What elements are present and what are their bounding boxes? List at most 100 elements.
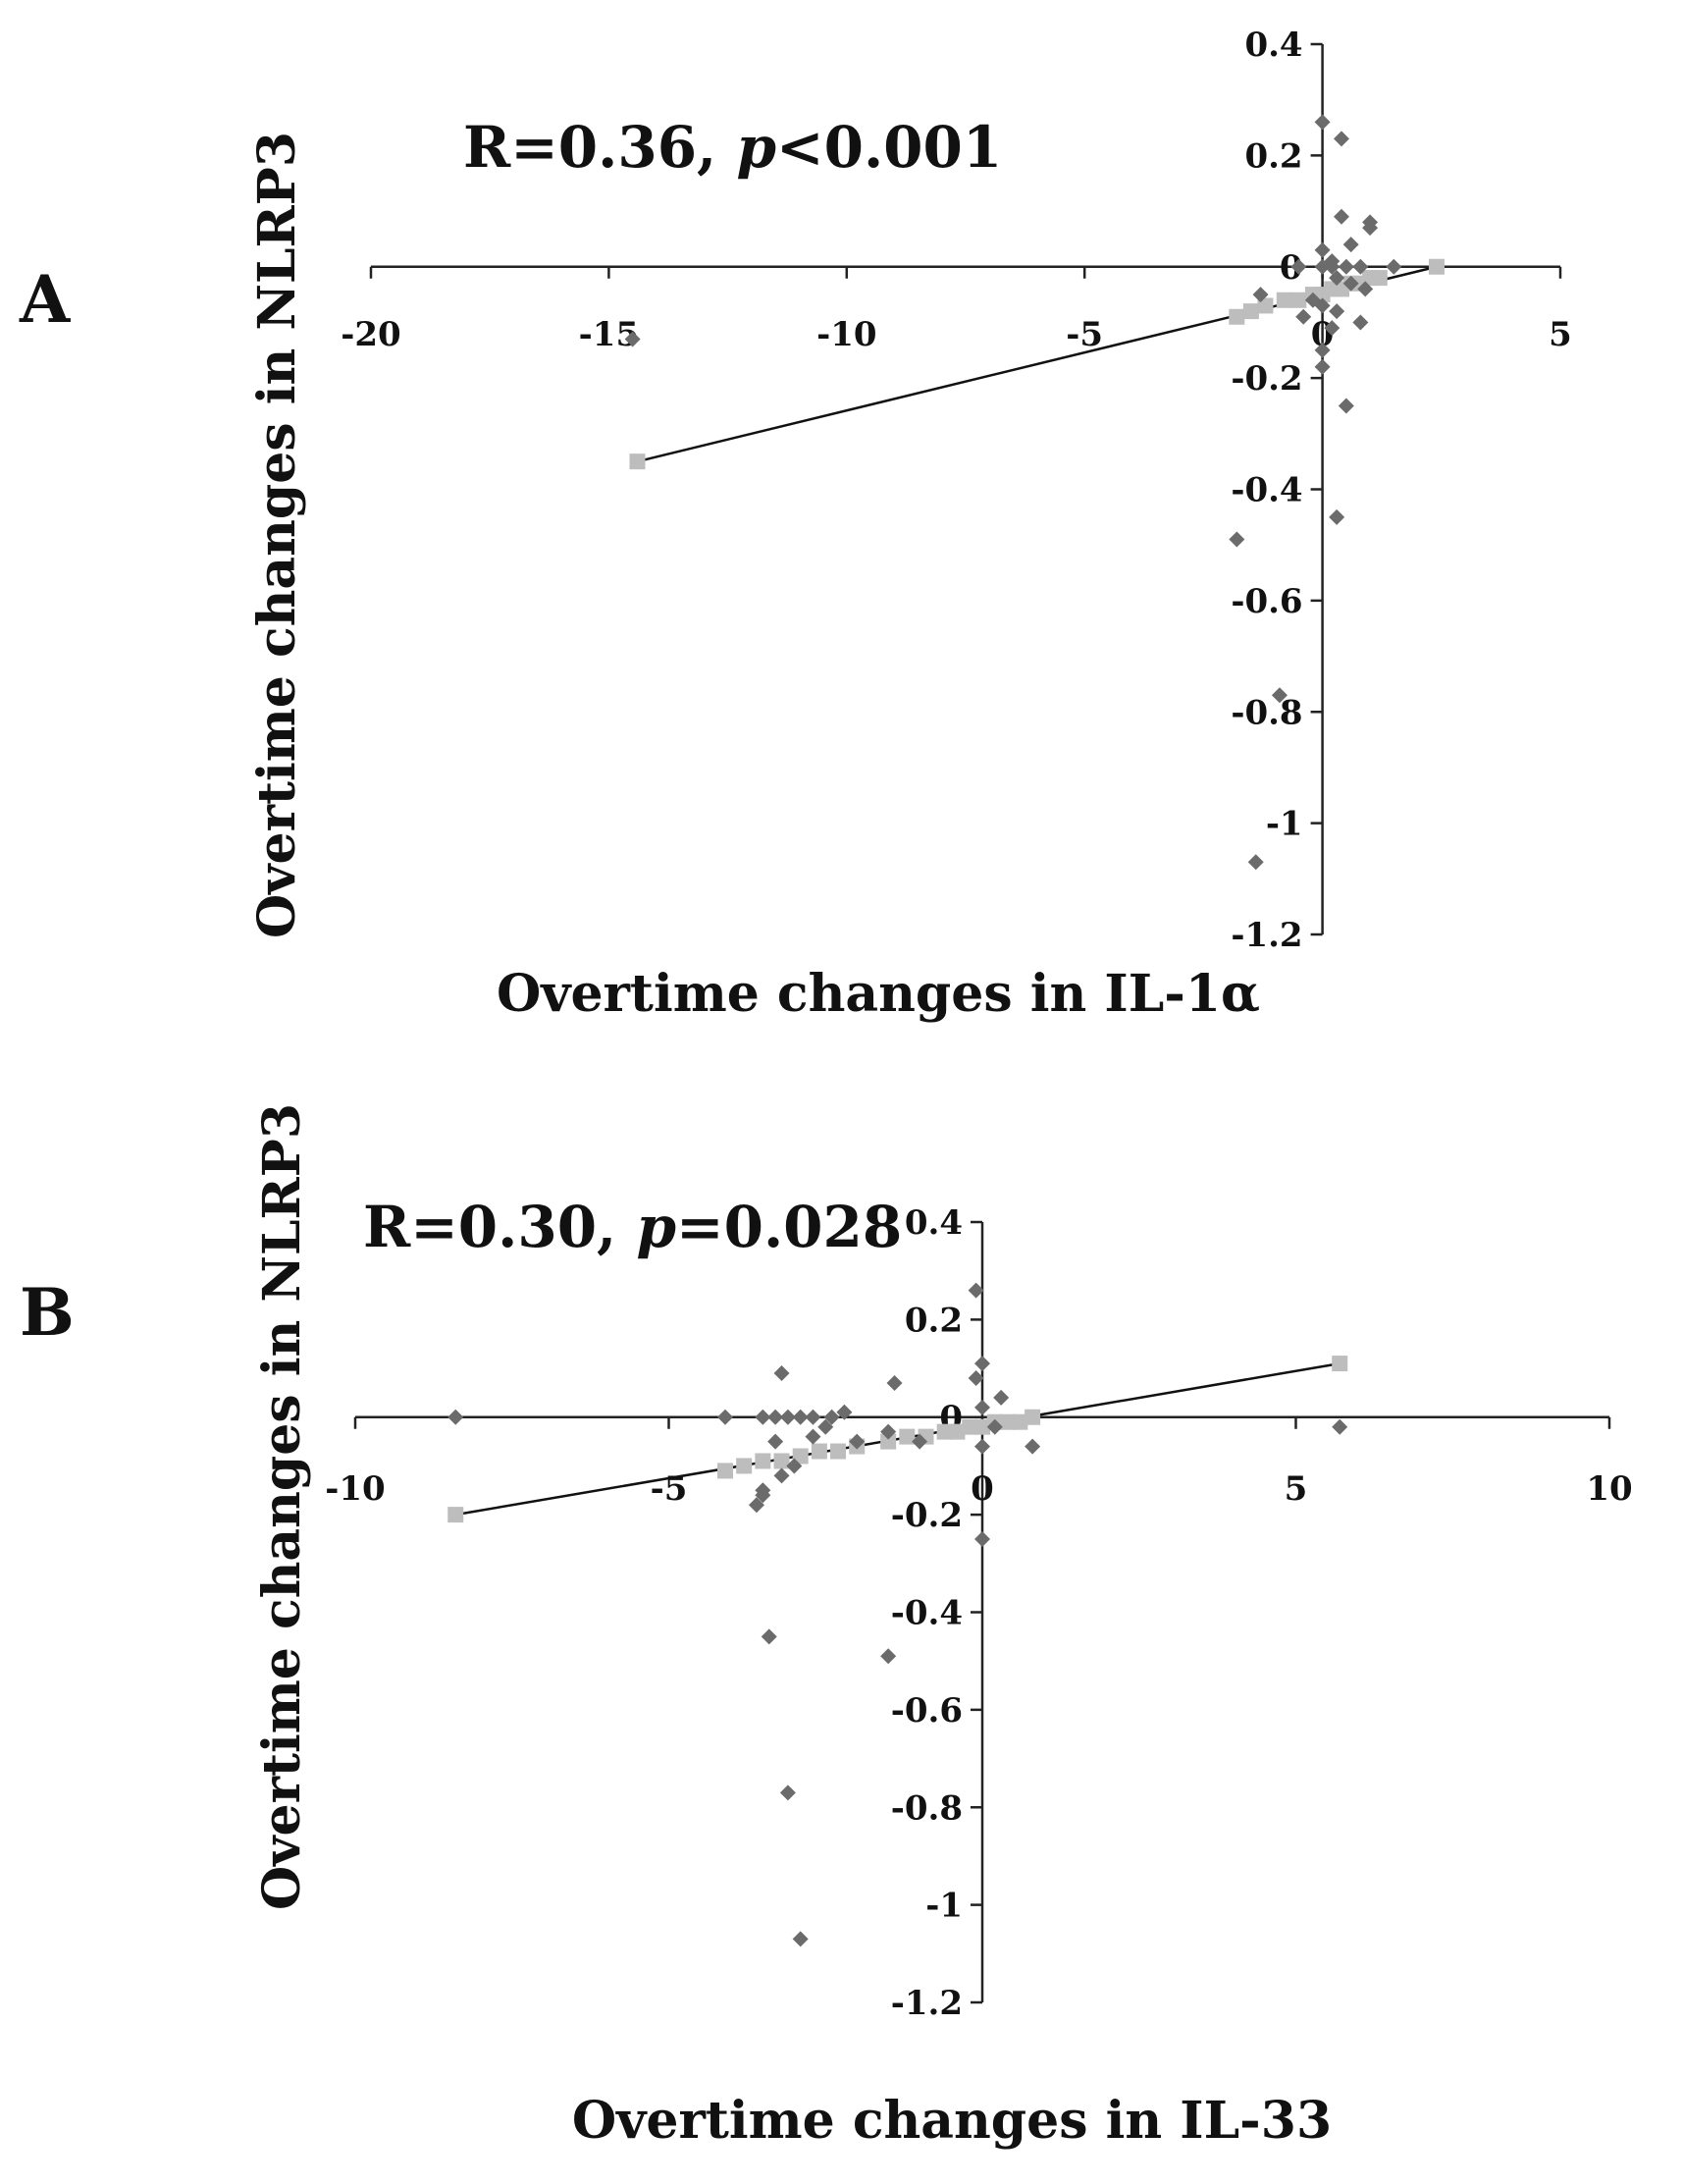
predicted-point [1428,258,1445,275]
observed-point [1324,258,1340,275]
panel-a-stat-r: R=0.36, [463,114,736,181]
observed-point [1352,258,1369,275]
panel-b-axes [353,1220,1611,2004]
observed-point [786,1458,803,1474]
observed-point [1332,1418,1348,1435]
predicted-point [1276,292,1292,308]
panel-b-y-axis-title: Overtime changes in NLRP3 [252,1103,312,1910]
observed-point [755,1409,771,1425]
observed-point [447,1409,464,1425]
observed-point [836,1404,853,1420]
observed-point [767,1433,784,1450]
panel-b-points [447,1282,1348,1947]
predicted-point [962,1418,978,1435]
observed-point [1329,270,1345,287]
observed-point [1314,258,1331,275]
predicted-point [447,1507,464,1523]
y-tick-label: -0.6 [1231,582,1302,621]
predicted-point [1012,1413,1028,1430]
predicted-point [1371,270,1388,287]
observed-point [1314,297,1331,314]
observed-point [748,1497,764,1514]
observed-point [1338,258,1354,275]
observed-point [805,1428,821,1445]
observed-point [968,1370,984,1386]
observed-point [1357,281,1374,297]
panel-a-y-axis-title: Overtime changes in NLRP3 [247,132,307,938]
predicted-point [717,1463,734,1479]
y-tick-label: 0.2 [905,1301,963,1340]
predicted-point [1229,308,1245,325]
predicted-point [936,1423,953,1440]
predicted-point [1290,292,1307,308]
observed-point [792,1931,809,1947]
observed-point [974,1530,990,1547]
panel-b-trendline-layer [455,1361,1340,1517]
observed-point [1338,398,1354,414]
panel-a-x-axis-title: Overtime changes in IL-1α [497,964,1260,1024]
predicted-point [792,1448,809,1465]
x-tick-label: -20 [341,315,400,354]
panel-b-stat-r: R=0.30, [363,1194,636,1260]
x-tick-label: -10 [325,1469,385,1509]
predicted-point [1242,303,1259,320]
observed-point [1247,854,1264,871]
observed-point [805,1409,821,1425]
observed-point [880,1423,897,1440]
panel-b-letter: B [20,1274,75,1351]
observed-point [773,1467,790,1484]
predicted-point [736,1458,753,1474]
observed-point [1342,275,1359,292]
predicted-point [1332,1356,1348,1372]
observed-point [1342,237,1359,253]
predicted-point [755,1453,771,1469]
y-tick-label: -1.2 [891,1984,963,2023]
observed-point [912,1433,928,1450]
y-tick-label: -0.2 [1231,359,1302,399]
trendline [455,1361,1340,1517]
panel-a-stat-p-value: <0.001 [776,114,1002,181]
y-tick-label: -1 [925,1887,963,1926]
observed-point [993,1389,1010,1406]
predicted-point [1025,1409,1041,1425]
panel-a: A R=0.36, p<0.001 -20 -15 -10 -5 0 50.40.20-0… [19,26,1572,1024]
observed-point [1386,258,1402,275]
x-tick-label: 5 [1549,315,1572,354]
observed-point [1271,687,1288,704]
predicted-point [999,1413,1016,1430]
observed-point [1333,208,1349,225]
panel-b-stat-p-value: =0.028 [676,1194,902,1260]
observed-point [1252,287,1269,303]
predicted-point [880,1433,897,1450]
y-tick-label: -0.8 [1231,693,1302,732]
observed-point [1329,303,1345,320]
observed-point [1025,1438,1041,1455]
panel-a-stat: R=0.36, p<0.001 [463,114,1002,181]
observed-point [849,1433,866,1450]
x-tick-label: -5 [1066,315,1103,354]
y-tick-label: 0 [1280,248,1303,288]
observed-point [767,1409,784,1425]
observed-point [986,1418,1003,1435]
predicted-point [1257,297,1274,314]
observed-point [779,1409,796,1425]
y-tick-label: -0.2 [891,1496,963,1535]
observed-point [1314,358,1331,375]
panel-b-stat-p-symbol: p [636,1194,676,1260]
observed-point [1333,131,1349,147]
observed-point [817,1418,834,1435]
observed-point [886,1374,903,1391]
predicted-point [949,1423,966,1440]
x-tick-label: 10 [1586,1469,1632,1509]
observed-point [755,1482,771,1499]
observed-point [624,331,641,347]
panel-b: B R=0.30, p=0.028 -10 -5 0 5 100.40.20-0.2-0… [20,1103,1633,2151]
x-tick-label: -10 [816,315,876,354]
observed-point [968,1282,984,1299]
observed-point [773,1365,790,1382]
observed-point [779,1784,796,1801]
observed-point [1352,314,1369,331]
y-tick-label: -1.2 [1231,916,1302,955]
panel-a-ticklabels: -20 -15 -10 -5 0 50.40.20-0.2-0.4-0.6-0.8-1-1… [341,26,1572,955]
